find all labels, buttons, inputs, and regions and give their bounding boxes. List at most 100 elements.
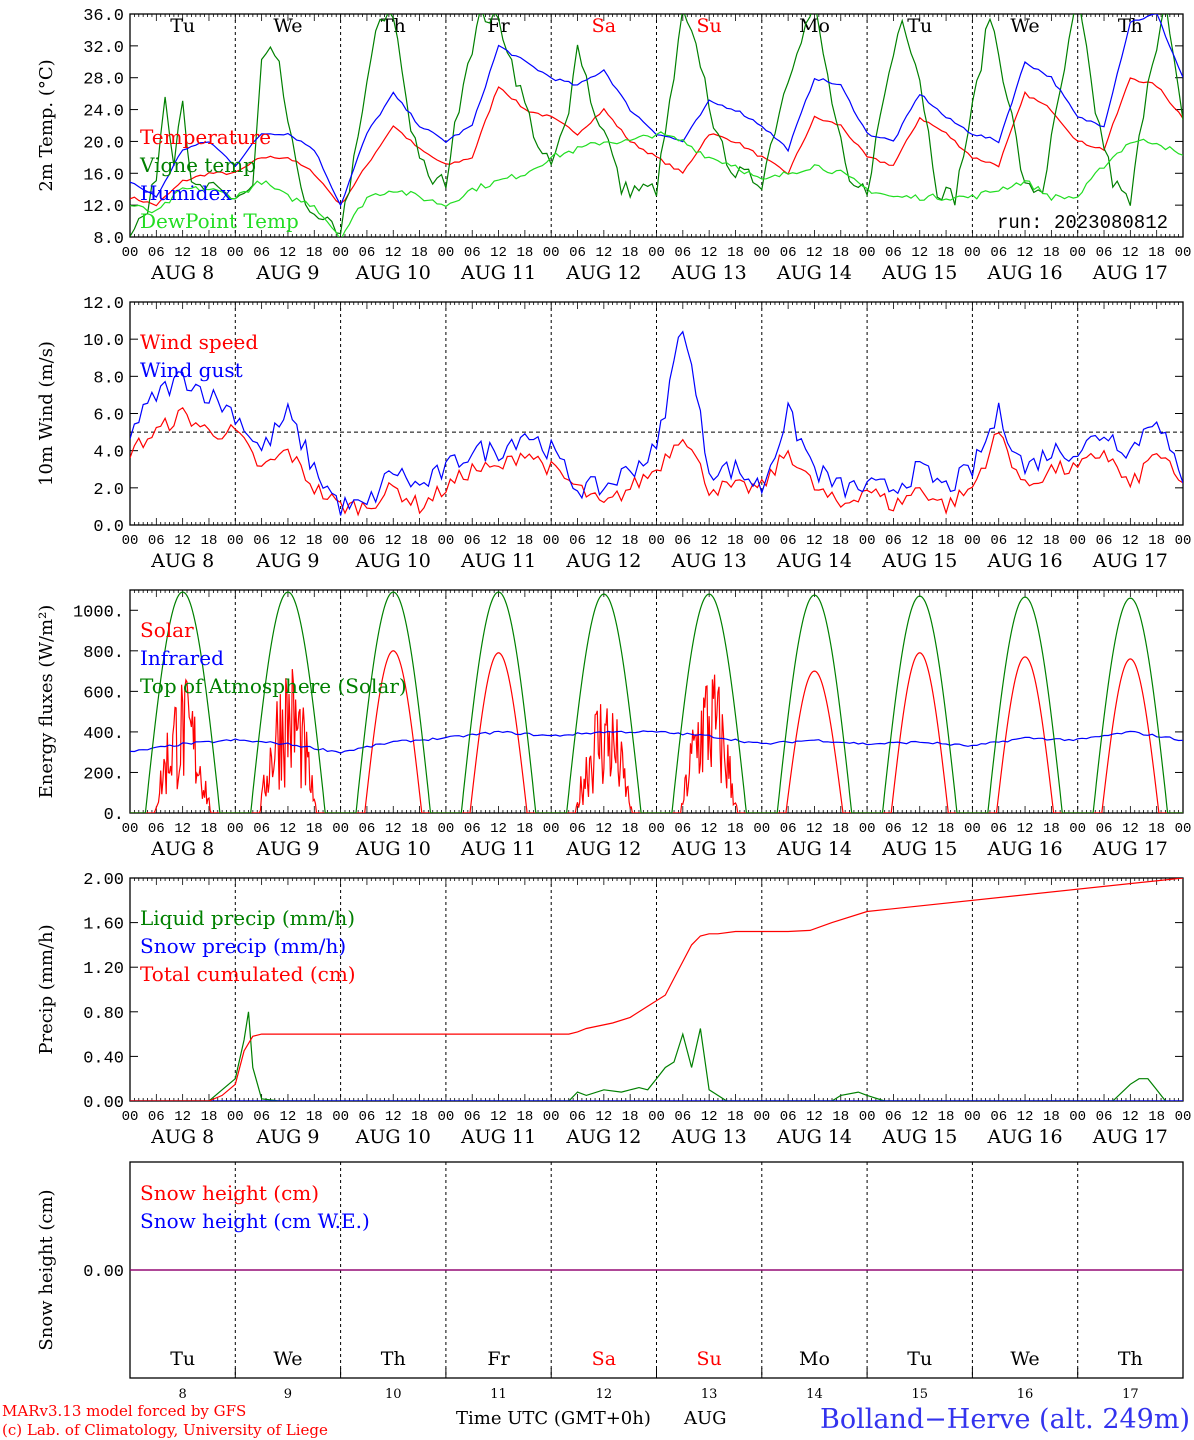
date-label: AUG 15 (881, 262, 957, 284)
hour-tick-label: 06 (569, 1109, 586, 1125)
hour-tick-label: 12 (595, 533, 612, 549)
hour-tick-label: 12 (280, 1109, 297, 1125)
legend-entry: Solar (140, 618, 194, 642)
y-tick-label: 12.0 (83, 295, 124, 314)
hour-tick-label: 18 (1043, 245, 1060, 261)
hour-tick-label: 12 (174, 1109, 191, 1125)
hour-tick-label: 12 (701, 1109, 718, 1125)
hour-tick-label: 06 (780, 533, 797, 549)
hour-tick-label: 18 (1148, 245, 1165, 261)
y-tick-label: 0.40 (83, 1049, 124, 1068)
hour-tick-label: 00 (964, 821, 981, 837)
hour-tick-label: 12 (280, 245, 297, 261)
date-label: AUG 16 (986, 838, 1062, 860)
hour-tick-label: 00 (227, 533, 244, 549)
date-label: AUG 14 (776, 1126, 852, 1148)
y-axis-label: Precip (mm/h) (36, 924, 57, 1054)
hour-tick-label: 00 (648, 245, 665, 261)
hour-tick-label: 06 (253, 821, 270, 837)
day-number-label: 16 (1017, 1387, 1034, 1402)
date-label: AUG 9 (255, 262, 319, 284)
hour-tick-label: 00 (753, 533, 770, 549)
y-tick-label: 200. (83, 765, 124, 784)
hour-tick-label: 06 (990, 533, 1007, 549)
hour-tick-label: 12 (490, 533, 507, 549)
day-number-label: 11 (490, 1387, 507, 1402)
run-label: run: 2023080812 (997, 212, 1168, 234)
y-tick-label: 24.0 (83, 103, 124, 122)
hour-tick-label: 00 (1175, 1109, 1192, 1125)
hour-tick-label: 12 (385, 533, 402, 549)
y-axis-label: Energy fluxes (W/m²) (36, 605, 57, 799)
hour-tick-label: 00 (332, 1109, 349, 1125)
weekday-label: Fr (487, 15, 510, 37)
weekday-label: We (1010, 1348, 1039, 1370)
hour-tick-label: 00 (437, 821, 454, 837)
legend-entry: Snow precip (mm/h) (140, 934, 346, 958)
hour-tick-label: 00 (753, 821, 770, 837)
series-line-total-cumulated-cm- (130, 878, 1183, 1101)
hour-tick-label: 18 (622, 1109, 639, 1125)
hour-tick-label: 06 (780, 821, 797, 837)
hour-tick-label: 00 (648, 533, 665, 549)
date-label: AUG 17 (1092, 550, 1168, 572)
hour-tick-label: 12 (280, 821, 297, 837)
hour-tick-label: 12 (595, 1109, 612, 1125)
date-label: AUG 12 (565, 262, 641, 284)
hour-tick-label: 12 (911, 245, 928, 261)
date-label: AUG 12 (565, 838, 641, 860)
hour-tick-label: 06 (148, 1109, 165, 1125)
hour-tick-label: 12 (701, 821, 718, 837)
day-number-label: 15 (911, 1387, 928, 1402)
y-tick-label: 1000. (73, 603, 124, 622)
hour-tick-label: 06 (148, 245, 165, 261)
hour-tick-label: 06 (674, 1109, 691, 1125)
hour-tick-label: 12 (806, 821, 823, 837)
weekday-label: Th (1118, 1348, 1143, 1370)
date-label: AUG 10 (355, 838, 431, 860)
date-label: AUG 9 (255, 550, 319, 572)
date-label: AUG 10 (355, 550, 431, 572)
y-tick-label: 0.80 (83, 1005, 124, 1024)
hour-tick-label: 00 (543, 1109, 560, 1125)
hour-tick-label: 00 (1175, 821, 1192, 837)
series-group (130, 330, 1183, 517)
weekday-label: Th (381, 15, 406, 37)
day-number-label: 9 (284, 1387, 292, 1402)
date-label: AUG 17 (1092, 838, 1168, 860)
hour-tick-label: 12 (911, 533, 928, 549)
date-label: AUG 11 (460, 838, 536, 860)
day-number-label: 12 (596, 1387, 613, 1402)
series-line-wind-gust (130, 330, 1183, 516)
date-label: AUG 16 (986, 262, 1062, 284)
hour-tick-label: 06 (885, 821, 902, 837)
weekday-label: Mo (799, 1348, 830, 1370)
hour-tick-label: 12 (174, 821, 191, 837)
hour-tick-label: 18 (306, 821, 323, 837)
hour-tick-label: 06 (885, 1109, 902, 1125)
weekday-label: Th (1118, 15, 1143, 37)
hour-tick-label: 00 (1175, 533, 1192, 549)
panel-temperature: 8.0 12.0 16.0 20.0 24.0 28.0 32.0 36.0 2m Temp. … (36, 7, 1191, 284)
hour-tick-label: 06 (990, 821, 1007, 837)
hour-tick-label: 12 (385, 821, 402, 837)
hour-tick-label: 18 (516, 533, 533, 549)
hour-tick-label: 18 (727, 245, 744, 261)
hour-tick-label: 18 (201, 1109, 218, 1125)
legend-entry: Humidex (140, 181, 232, 205)
hour-tick-label: 00 (332, 821, 349, 837)
hour-tick-label: 06 (569, 533, 586, 549)
hour-tick-label: 00 (859, 533, 876, 549)
series-group (130, 14, 1183, 237)
hour-tick-label: 06 (464, 533, 481, 549)
hour-tick-label: 12 (806, 1109, 823, 1125)
credit-line-1: MARv3.13 model forced by GFS (2, 1402, 246, 1420)
hour-tick-label: 18 (622, 533, 639, 549)
weekday-label: Su (697, 15, 722, 37)
hour-tick-label: 12 (701, 245, 718, 261)
hour-tick-label: 06 (464, 245, 481, 261)
date-label: AUG 8 (150, 550, 214, 572)
hour-tick-label: 06 (359, 821, 376, 837)
hour-tick-label: 00 (227, 821, 244, 837)
hour-tick-label: 06 (780, 245, 797, 261)
